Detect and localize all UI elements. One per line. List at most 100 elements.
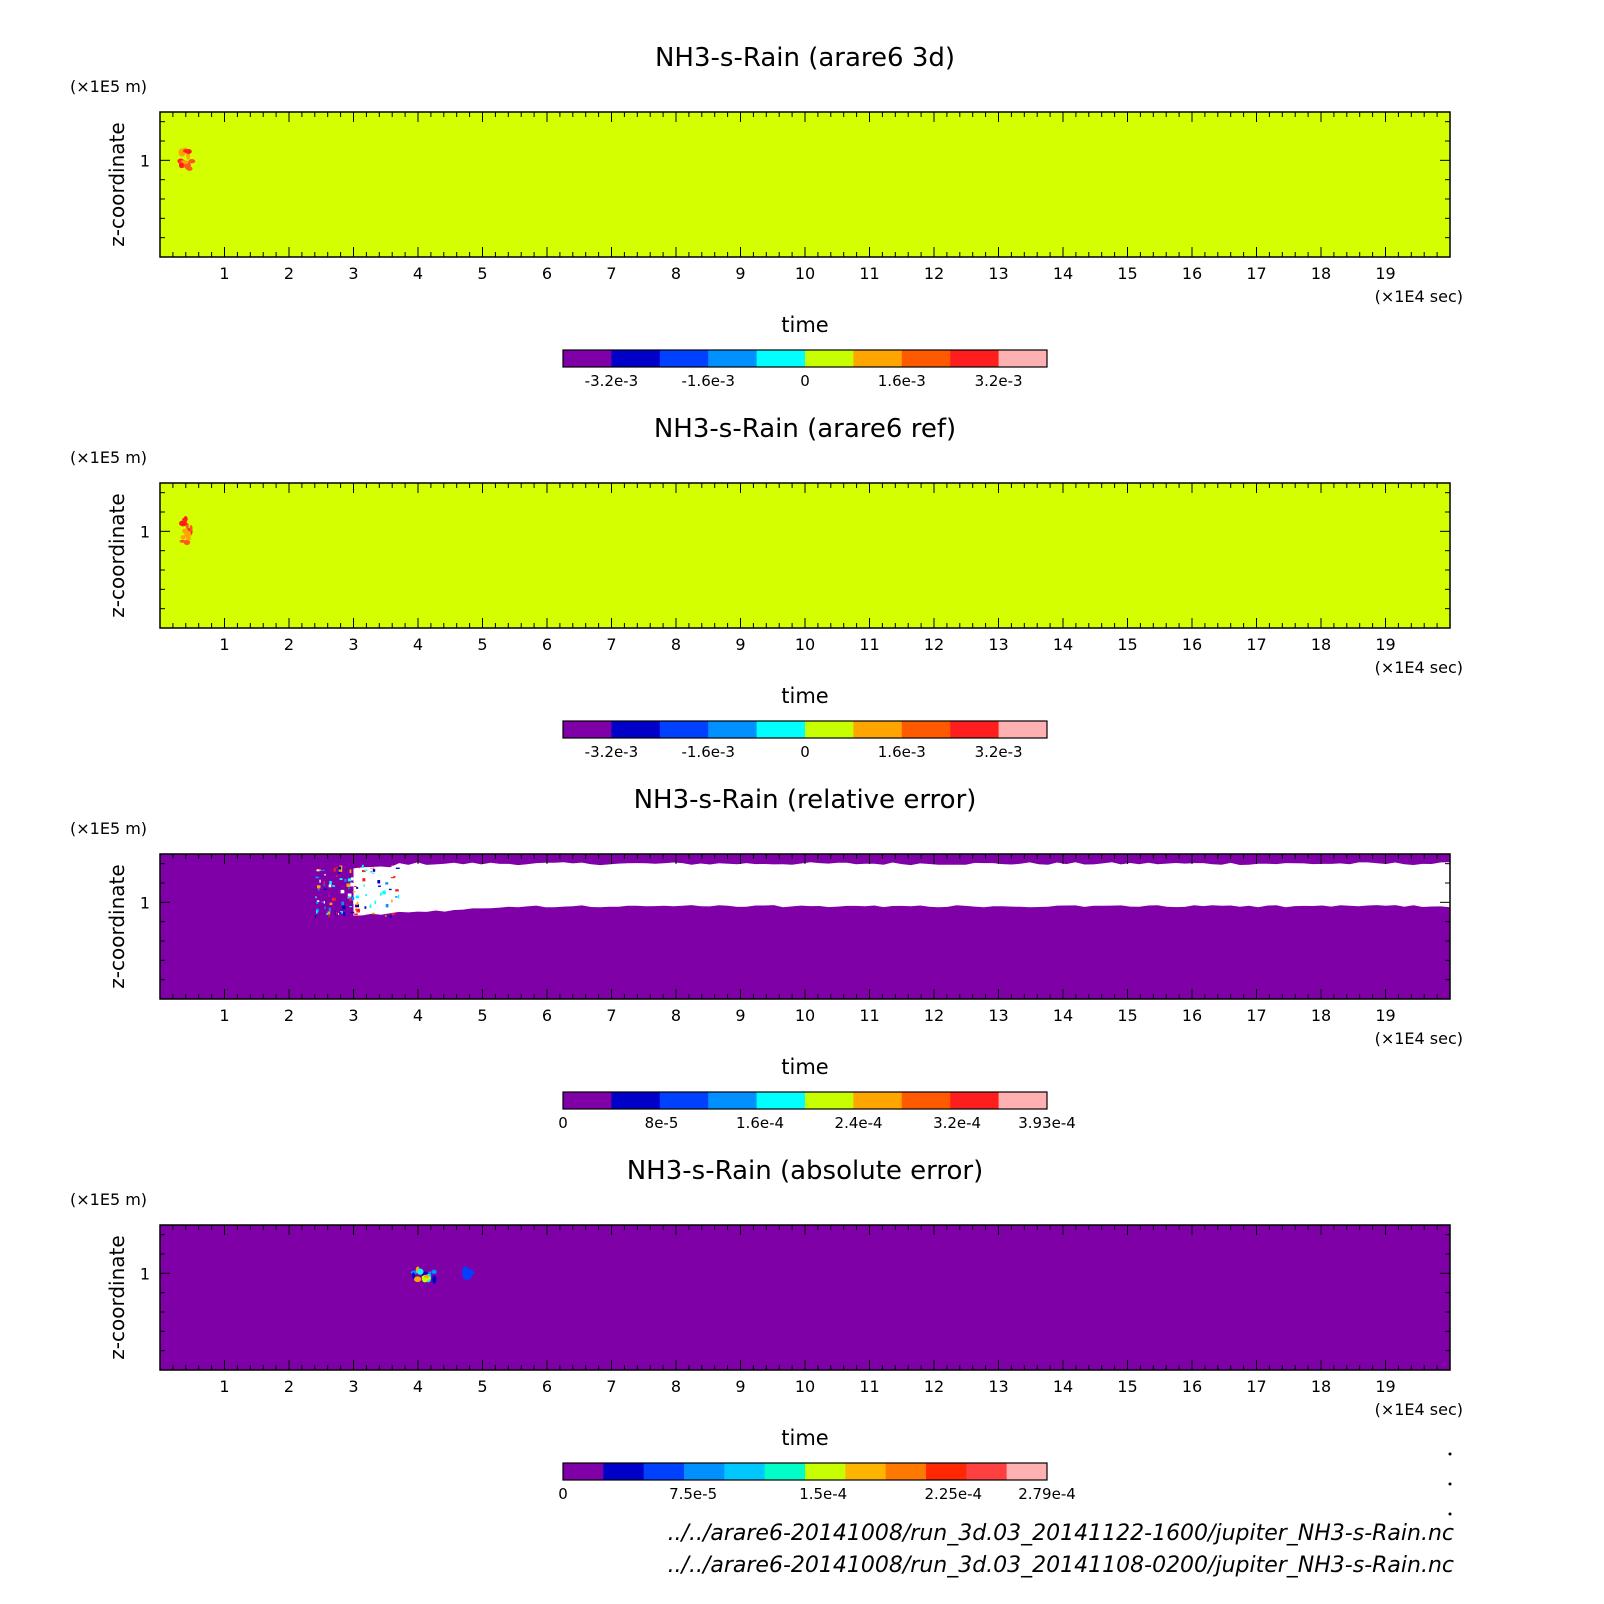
x-tick-label: 6 bbox=[542, 635, 552, 654]
colorbar-segment bbox=[643, 1463, 685, 1480]
field-noise-cell bbox=[378, 904, 383, 908]
field-noise-cell bbox=[389, 888, 392, 891]
field-noise-cell bbox=[395, 889, 399, 892]
x-tick-label: 7 bbox=[606, 1377, 616, 1396]
colorbar-tick-label: 1.6e-3 bbox=[878, 743, 926, 761]
field-blob-cell bbox=[467, 1269, 475, 1276]
chart-title: NH3-s-Rain (arare6 ref) bbox=[654, 414, 956, 444]
x-tick-label: 16 bbox=[1182, 635, 1202, 654]
field-noise-cell bbox=[318, 869, 321, 871]
colorbar-segment bbox=[724, 1463, 766, 1480]
y-tick-label: 1 bbox=[140, 1264, 150, 1283]
x-tick-label: 17 bbox=[1246, 1006, 1266, 1025]
x-tick-label: 5 bbox=[477, 1377, 487, 1396]
field-noise-cell bbox=[361, 864, 364, 869]
field-noise-cell bbox=[316, 869, 320, 872]
chart-panel: NH3-s-Rain (relative error) (×1E5 m) (×1E4… bbox=[70, 785, 1463, 1132]
colorbar-tick-label: 7.5e-5 bbox=[669, 1485, 717, 1503]
colorbar-frame bbox=[562, 1462, 1048, 1481]
x-unit-label: (×1E4 sec) bbox=[1375, 287, 1463, 306]
x-tick-label: 15 bbox=[1117, 1377, 1137, 1396]
colorbar-tick-label: 1.5e-4 bbox=[799, 1485, 847, 1503]
marker-dot bbox=[1448, 1512, 1452, 1516]
field-noise-cell bbox=[349, 906, 353, 908]
y-unit-label: (×1E5 m) bbox=[70, 1190, 147, 1209]
x-tick-label: 3 bbox=[348, 635, 358, 654]
field-noise-cell bbox=[357, 901, 359, 905]
x-tick-label: 1 bbox=[219, 1377, 229, 1396]
field-noise-cell bbox=[347, 893, 352, 897]
field-noise-cell bbox=[398, 875, 403, 878]
y-tick-label: 1 bbox=[140, 522, 150, 541]
colorbar-tick-label: 3.2e-3 bbox=[975, 372, 1023, 390]
colorbar-segment bbox=[611, 350, 661, 367]
colorbar-segment bbox=[611, 1092, 661, 1109]
field-noise-cell bbox=[328, 895, 330, 897]
field-noise-cell bbox=[314, 915, 317, 918]
footer-file-paths: ../../arare6-20141008/run_3d.03_20141122… bbox=[668, 1452, 1454, 1578]
field-blob-cell bbox=[188, 159, 196, 164]
field-blob-cell bbox=[183, 149, 190, 153]
field-noise-cell bbox=[355, 895, 360, 899]
x-tick-label: 3 bbox=[348, 264, 358, 283]
field-noise-cell bbox=[385, 904, 389, 908]
colorbar-tick-label: -1.6e-3 bbox=[681, 743, 734, 761]
x-tick-label: 4 bbox=[413, 635, 423, 654]
field-noise-cell bbox=[326, 913, 330, 915]
field-noise-cell bbox=[352, 891, 356, 893]
colorbar-tick-label: 8e-5 bbox=[645, 1114, 679, 1132]
x-tick-label: 11 bbox=[859, 1006, 879, 1025]
colorbar-segment bbox=[853, 721, 903, 738]
colorbar-segment bbox=[950, 1092, 1000, 1109]
footer-file-1: ../../arare6-20141008/run_3d.03_20141122… bbox=[668, 1521, 1454, 1546]
field-noise-cell bbox=[316, 885, 321, 889]
field-noise-cell bbox=[323, 884, 326, 886]
field-noise-cell bbox=[391, 899, 393, 903]
colorbar-tick-label: 2.25e-4 bbox=[925, 1485, 983, 1503]
colorbar-segment bbox=[926, 1463, 967, 1480]
marker-dot bbox=[1448, 1482, 1452, 1486]
x-tick-label: 8 bbox=[671, 635, 681, 654]
field-noise-cell bbox=[390, 877, 395, 879]
x-tick-label: 6 bbox=[542, 1377, 552, 1396]
x-tick-label: 7 bbox=[606, 635, 616, 654]
field-noise-cell bbox=[358, 907, 362, 910]
field-undefined-band bbox=[353, 862, 1450, 916]
x-tick-label: 2 bbox=[284, 1377, 294, 1396]
field-noise-cell bbox=[319, 879, 321, 883]
x-tick-label: 12 bbox=[924, 635, 944, 654]
field-noise-cell bbox=[318, 887, 320, 891]
field-noise-cell bbox=[321, 869, 325, 871]
field-blob-cell bbox=[417, 1268, 424, 1275]
colorbar-segment bbox=[563, 1092, 612, 1109]
field-noise-cell bbox=[376, 884, 379, 888]
x-tick-label: 2 bbox=[284, 635, 294, 654]
x-unit-label: (×1E4 sec) bbox=[1375, 1400, 1463, 1419]
colorbar-frame bbox=[562, 720, 1048, 739]
field-blob-cell bbox=[186, 166, 193, 171]
x-tick-label: 11 bbox=[859, 1377, 879, 1396]
x-tick-label: 19 bbox=[1375, 635, 1395, 654]
x-tick-label: 13 bbox=[988, 264, 1008, 283]
x-tick-label: 7 bbox=[606, 264, 616, 283]
field-blob-cell bbox=[189, 524, 193, 532]
x-tick-label: 8 bbox=[671, 1377, 681, 1396]
x-axis-label: time bbox=[781, 313, 828, 337]
colorbar-segment bbox=[756, 350, 806, 367]
colorbar-segment bbox=[563, 721, 612, 738]
field-noise-cell bbox=[374, 900, 376, 905]
field-noise-cell bbox=[338, 912, 340, 915]
colorbar-segment bbox=[611, 721, 661, 738]
field-noise-cell bbox=[323, 901, 325, 904]
field-noise-cell bbox=[395, 867, 400, 869]
field-noise-cell bbox=[355, 902, 359, 906]
x-tick-label: 9 bbox=[735, 1006, 745, 1025]
field-blob-cell bbox=[178, 162, 184, 169]
colorbar-segment bbox=[1006, 1463, 1048, 1480]
x-tick-label: 8 bbox=[671, 264, 681, 283]
field-noise-cell bbox=[321, 901, 323, 903]
field-noise-cell bbox=[347, 878, 352, 882]
field-noise-cell bbox=[333, 867, 336, 872]
y-axis-label: z-coordinate bbox=[105, 864, 129, 988]
x-tick-label: 7 bbox=[606, 1006, 616, 1025]
